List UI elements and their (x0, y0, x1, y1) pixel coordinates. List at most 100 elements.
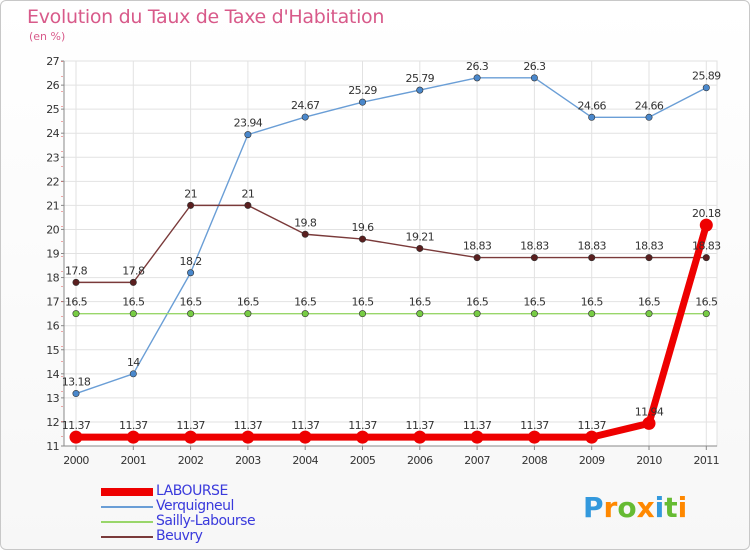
data-point-beuvry (416, 244, 424, 252)
logo-letter: i (677, 491, 688, 524)
data-point-labourse (642, 416, 656, 430)
y-tick-label: 21 (46, 199, 59, 212)
x-tick-label: 2000 (63, 454, 89, 467)
data-point-sailly-labourse (588, 310, 596, 318)
axes: 11 12 13 14 15 16 17 18 19 20 21 22 23 24 25 26 27 2000 20… (46, 55, 720, 467)
y-tick-label: 17 (46, 296, 59, 309)
data-label-verquigneul: 25.29 (348, 84, 377, 97)
data-label-verquigneul: 25.79 (406, 72, 435, 85)
data-point-verquigneul (588, 113, 596, 121)
data-point-verquigneul (530, 74, 538, 82)
data-label-beuvry: 21 (241, 187, 254, 200)
data-point-sailly-labourse (244, 310, 252, 318)
data-point-beuvry (702, 254, 710, 262)
data-label-sailly-labourse: 16.5 (237, 296, 260, 309)
data-label-verquigneul: 23.94 (234, 117, 263, 130)
logo-letter: o (617, 491, 637, 524)
data-point-beuvry (244, 201, 252, 209)
y-tick-label: 18 (46, 272, 59, 285)
data-point-verquigneul (244, 131, 252, 139)
y-tick-label: 22 (46, 175, 59, 188)
data-point-labourse (126, 430, 140, 444)
y-tick-label: 12 (46, 416, 59, 429)
data-label-sailly-labourse: 16.5 (409, 296, 432, 309)
y-tick-label: 26 (46, 79, 59, 92)
data-label-labourse: 11.37 (577, 419, 606, 432)
data-label-labourse: 11.37 (176, 419, 205, 432)
data-point-verquigneul (129, 370, 137, 378)
data-label-beuvry: 21 (184, 187, 197, 200)
data-point-verquigneul (702, 84, 710, 92)
data-point-labourse (413, 430, 427, 444)
data-point-verquigneul (72, 390, 80, 398)
data-point-verquigneul (187, 269, 195, 277)
data-point-beuvry (530, 254, 538, 262)
data-point-labourse (356, 430, 369, 444)
logo-letter: i (654, 491, 665, 524)
data-label-verquigneul: 14 (127, 356, 140, 369)
data-point-labourse (184, 430, 198, 444)
data-label-verquigneul: 24.67 (291, 99, 320, 112)
data-label-sailly-labourse: 16.5 (180, 296, 203, 309)
data-label-verquigneul: 13.18 (62, 376, 91, 389)
data-point-sailly-labourse (187, 310, 195, 318)
data-point-verquigneul (301, 113, 309, 121)
series-line-verquigneul (75, 77, 707, 395)
data-point-beuvry (187, 201, 195, 209)
data-point-sailly-labourse (129, 310, 137, 318)
chart-title: Evolution du Taux de Taxe d'Habitation (27, 6, 385, 28)
data-point-beuvry (72, 278, 80, 286)
data-label-sailly-labourse: 16.5 (65, 296, 88, 309)
data-label-beuvry: 18.83 (692, 240, 721, 253)
legend-swatch (101, 536, 153, 538)
x-tick-label: 2002 (178, 454, 204, 467)
data-label-verquigneul: 18.2 (180, 255, 202, 268)
data-label-verquigneul: 25.89 (692, 70, 721, 83)
legend-label: LABOURSE (156, 483, 228, 499)
data-point-beuvry (301, 230, 309, 238)
legend-label: Verquigneul (156, 498, 234, 514)
x-tick-label: 2005 (350, 454, 376, 467)
data-point-verquigneul (358, 98, 366, 106)
data-label-sailly-labourse: 16.5 (122, 296, 145, 309)
y-tick-label: 19 (46, 248, 59, 261)
series (69, 74, 713, 444)
data-point-verquigneul (645, 113, 653, 121)
data-point-beuvry (473, 254, 481, 262)
y-tick-label: 13 (46, 392, 59, 405)
data-label-labourse: 11.37 (463, 419, 492, 432)
x-tick-label: 2011 (693, 454, 719, 467)
y-tick-label: 20 (46, 223, 59, 236)
x-tick-label: 2008 (522, 454, 548, 467)
data-label-labourse: 11.37 (520, 419, 549, 432)
data-label-sailly-labourse: 16.5 (466, 296, 489, 309)
data-point-sailly-labourse (72, 310, 80, 318)
data-point-sailly-labourse (702, 310, 710, 318)
data-label-labourse: 11.37 (62, 419, 91, 432)
data-point-sailly-labourse (358, 310, 366, 318)
data-label-verquigneul: 24.66 (577, 99, 606, 112)
y-tick-label: 23 (46, 151, 59, 164)
data-label-sailly-labourse: 16.5 (695, 296, 718, 309)
y-tick-label: 16 (46, 320, 59, 333)
y-tick-label: 14 (46, 368, 59, 381)
data-label-labourse: 11.37 (291, 419, 320, 432)
data-point-sailly-labourse (473, 310, 481, 318)
data-label-sailly-labourse: 16.5 (523, 296, 546, 309)
data-label-sailly-labourse: 16.5 (351, 296, 374, 309)
data-label-verquigneul: 24.66 (635, 99, 664, 112)
data-point-labourse (699, 218, 713, 232)
x-tick-label: 2009 (579, 454, 605, 467)
data-point-beuvry (588, 254, 596, 262)
data-label-beuvry: 19.21 (406, 230, 435, 243)
data-point-labourse (241, 430, 255, 444)
data-label-labourse: 20.18 (692, 207, 721, 220)
logo-letter: x (636, 491, 655, 524)
data-point-labourse (470, 430, 484, 444)
data-label-verquigneul: 26.3 (523, 60, 546, 73)
x-tick-label: 2006 (407, 454, 433, 467)
logo-letter: t (664, 491, 678, 524)
data-label-labourse: 11.37 (119, 419, 148, 432)
data-point-verquigneul (473, 74, 481, 82)
